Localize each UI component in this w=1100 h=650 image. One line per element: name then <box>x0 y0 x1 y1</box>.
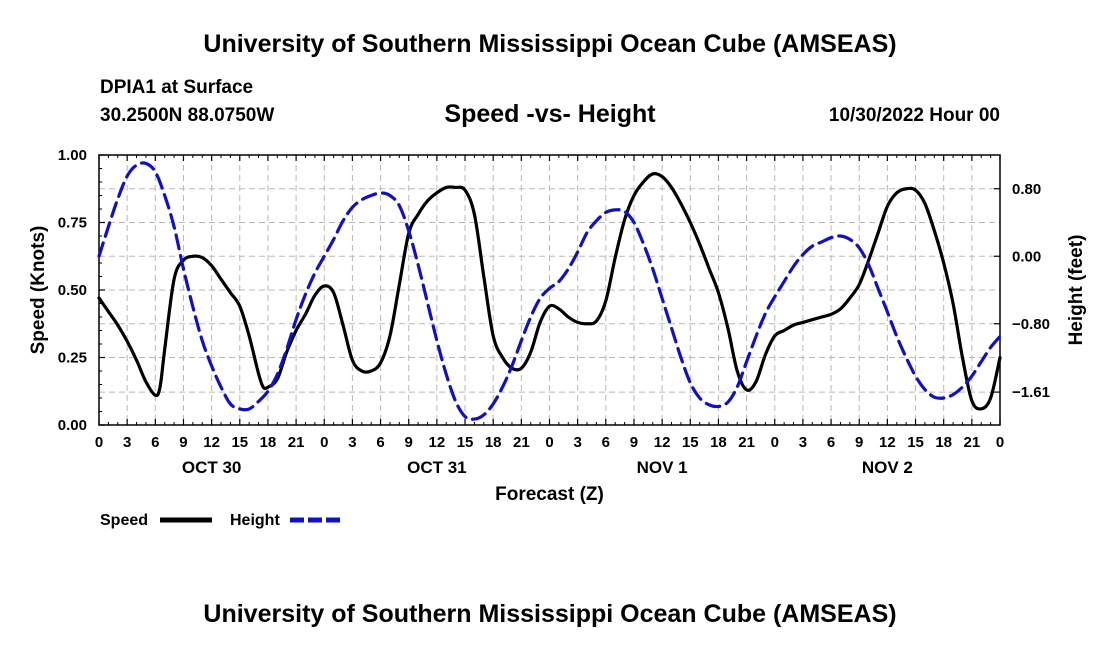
day-label: NOV 1 <box>637 458 688 477</box>
x-tick-label: 15 <box>682 434 699 451</box>
footer-title: University of Southern Mississippi Ocean… <box>203 600 897 628</box>
x-tick-label: 9 <box>630 434 638 451</box>
x-tick-label: 15 <box>907 434 924 451</box>
x-tick-label: 21 <box>288 434 305 451</box>
y2-tick-label: −0.80 <box>1012 316 1050 333</box>
x-tick-label: 0 <box>771 434 779 451</box>
y-tick-label: 0.50 <box>58 282 87 299</box>
y2-axis-title: Height (feet) <box>1066 235 1087 346</box>
x-tick-label: 3 <box>799 434 807 451</box>
x-tick-label: 12 <box>203 434 220 451</box>
x-tick-label: 21 <box>964 434 981 451</box>
y2-tick-label: −1.61 <box>1012 384 1050 401</box>
x-tick-label: 12 <box>429 434 446 451</box>
plot-title: Speed -vs- Height <box>444 100 656 128</box>
series-line-height <box>97 161 1002 421</box>
day-label: OCT 30 <box>182 458 242 477</box>
x-tick-label: 15 <box>457 434 474 451</box>
x-tick-label: 12 <box>879 434 896 451</box>
x-tick-label: 6 <box>827 434 835 451</box>
x-tick-label: 6 <box>602 434 610 451</box>
station-label: DPIA1 at Surface <box>100 77 254 98</box>
x-tick-label: 15 <box>231 434 248 451</box>
day-label: NOV 2 <box>862 458 913 477</box>
y-tick-label: 0.75 <box>58 215 87 232</box>
x-tick-label: 0 <box>95 434 103 451</box>
x-tick-label: 0 <box>996 434 1004 451</box>
x-tick-label: 18 <box>260 434 277 451</box>
x-tick-label: 3 <box>123 434 131 451</box>
x-tick-label: 6 <box>151 434 159 451</box>
coords-label: 30.2500N 88.0750W <box>100 105 275 126</box>
y-tick-label: 0.25 <box>58 350 87 367</box>
x-tick-label: 12 <box>654 434 671 451</box>
day-label: OCT 31 <box>407 458 467 477</box>
x-tick-label: 3 <box>573 434 581 451</box>
legend-height-label: Height <box>230 512 280 529</box>
x-tick-label: 9 <box>405 434 413 451</box>
x-axis-title: Forecast (Z) <box>495 484 604 505</box>
y-tick-label: 0.00 <box>58 417 87 434</box>
x-tick-label: 18 <box>710 434 727 451</box>
x-tick-label: 3 <box>348 434 356 451</box>
x-tick-label: 9 <box>855 434 863 451</box>
datetime-label: 10/30/2022 Hour 00 <box>828 105 1000 126</box>
x-tick-label: 21 <box>513 434 530 451</box>
x-tick-label: 9 <box>179 434 187 451</box>
series-line-speed <box>97 172 1002 411</box>
x-tick-label: 0 <box>320 434 328 451</box>
x-tick-label: 6 <box>376 434 384 451</box>
main-title: University of Southern Mississippi Ocean… <box>203 30 897 58</box>
x-tick-label: 0 <box>545 434 553 451</box>
y-axis-title: Speed (Knots) <box>28 226 49 355</box>
legend-speed-label: Speed <box>100 512 148 529</box>
y-tick-label: 1.00 <box>58 147 87 164</box>
x-tick-label: 21 <box>738 434 755 451</box>
x-tick-label: 18 <box>935 434 952 451</box>
y2-tick-label: 0.00 <box>1012 248 1041 265</box>
x-tick-label: 18 <box>485 434 502 451</box>
y2-tick-label: 0.80 <box>1012 181 1041 198</box>
